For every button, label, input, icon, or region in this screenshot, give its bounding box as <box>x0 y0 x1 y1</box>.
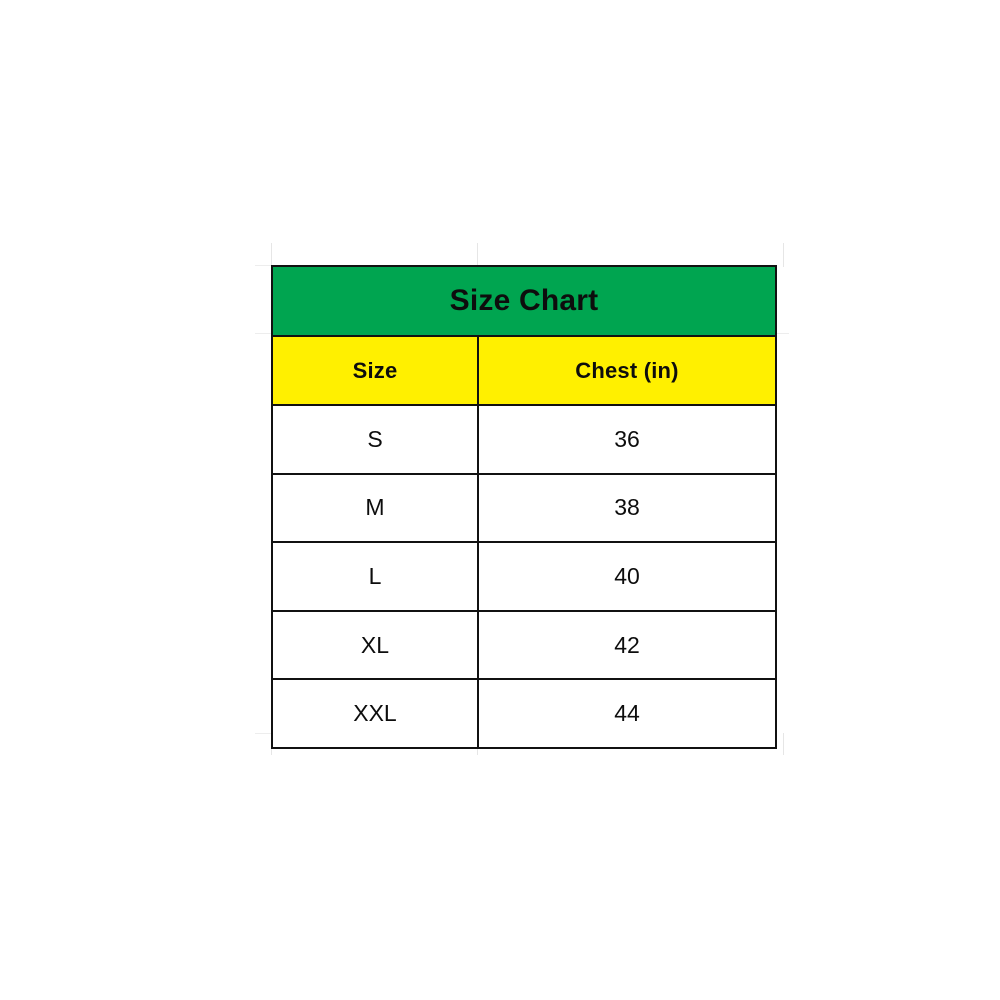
table-row: XL 42 <box>271 609 777 681</box>
cell-chest-xl: 42 <box>477 609 777 681</box>
size-chart-table: Size Chart Size Chest (in) S 36 M 38 L 4… <box>271 265 777 749</box>
column-header-chest: Chest (in) <box>477 335 777 406</box>
table-row: M 38 <box>271 472 777 544</box>
spreadsheet-gridline-horizontal-right-edge <box>775 333 789 334</box>
spreadsheet-gridline-vertical-left <box>271 243 272 267</box>
cell-size-l: L <box>271 541 479 612</box>
cell-chest-m: 38 <box>477 472 777 544</box>
table-header-row: Size Chest (in) <box>271 335 777 406</box>
table-row: L 40 <box>271 541 777 612</box>
spreadsheet-gridline-horizontal-left-edge <box>255 333 273 334</box>
cell-size-xxl: XXL <box>271 678 479 749</box>
column-header-size: Size <box>271 335 479 406</box>
cell-size-xl: XL <box>271 609 479 681</box>
cell-size-s: S <box>271 404 479 475</box>
table-row: XXL 44 <box>271 678 777 749</box>
spreadsheet-gridline-vertical-right-below <box>783 733 784 755</box>
spreadsheet-gridline-horizontal-top <box>255 265 273 266</box>
cell-chest-s: 36 <box>477 404 777 475</box>
cell-size-m: M <box>271 472 479 544</box>
spreadsheet-gridline-vertical-middle <box>477 243 478 267</box>
table-title: Size Chart <box>271 265 777 337</box>
spreadsheet-gridline-vertical-right <box>783 243 784 267</box>
table-row: S 36 <box>271 404 777 475</box>
spreadsheet-gridline-horizontal-bottom <box>255 733 273 734</box>
table-title-row: Size Chart <box>271 265 777 337</box>
cell-chest-l: 40 <box>477 541 777 612</box>
cell-chest-xxl: 44 <box>477 678 777 749</box>
